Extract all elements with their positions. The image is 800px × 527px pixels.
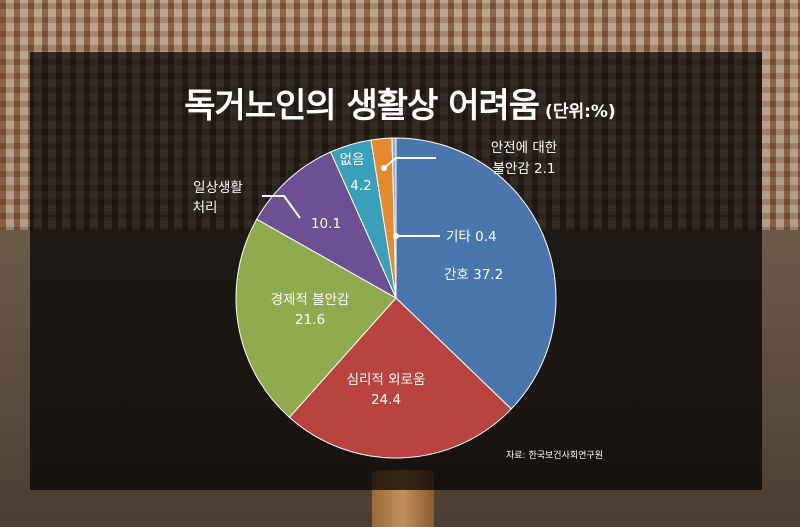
source-note: 자료: 한국보건사회연구원 [506, 451, 603, 461]
label-economic-name: 경제적 불안감 [271, 292, 350, 308]
chart-title: 독거노인의 생활상 어려움 (단위:%) [0, 78, 800, 127]
pie-slices [235, 137, 557, 459]
label-daily-line1: 일상생활 [193, 180, 243, 196]
leader-line-daily [262, 195, 301, 219]
label-none-value: 4.2 [350, 178, 371, 194]
pie-slice-1 [288, 297, 512, 459]
label-safety-line1: 안전에 대한 [491, 140, 557, 156]
label-loneliness-value: 24.4 [371, 392, 401, 408]
pie-slice-0 [395, 137, 557, 410]
label-other: 기타 0.4 [446, 229, 497, 245]
label-safety-line2: 불안감 2.1 [492, 161, 555, 177]
pie-slice-2 [235, 218, 397, 419]
leader-line-safety [383, 157, 436, 169]
leader-dot-other [393, 233, 399, 239]
label-daily-value: 10.1 [311, 216, 341, 232]
chart-unit: (단위:%) [545, 102, 616, 122]
label-none-name: 없음 [340, 152, 365, 168]
label-loneliness-name: 심리적 외로움 [347, 372, 426, 388]
leader-dot-safety [381, 165, 387, 171]
leader-lines [262, 157, 440, 239]
pie-slice-6 [391, 137, 397, 299]
label-daily-line2: 처리 [193, 200, 218, 216]
pie-slice-3 [256, 151, 398, 300]
chart-title-text: 독거노인의 생활상 어려움 [184, 86, 540, 126]
label-economic-value: 21.6 [295, 312, 325, 328]
data-labels: 간호 37.2 심리적 외로움 24.4 경제적 불안감 21.6 일상생활 처… [193, 140, 558, 408]
label-care: 간호 37.2 [444, 267, 503, 283]
